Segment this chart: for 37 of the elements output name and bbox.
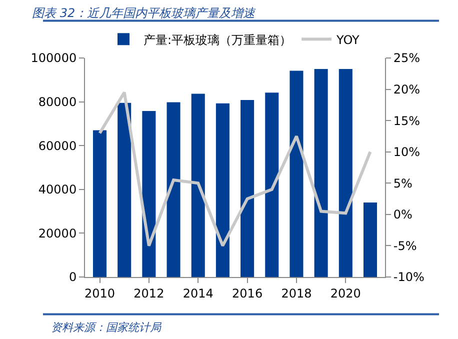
bar	[338, 68, 352, 277]
line-series	[98, 90, 372, 248]
bar	[240, 100, 254, 277]
x-tick-label: 2014	[182, 286, 214, 300]
chart-title: 图表 32：近几年国内平板玻璃产量及增速	[32, 6, 256, 20]
y2-tick-label: 10%	[393, 145, 420, 160]
x-tick-label: 2012	[134, 286, 164, 300]
x-tick-label: 2016	[232, 286, 263, 300]
legend-label: 产量:平板玻璃（万重量箱）	[144, 32, 292, 47]
bar	[191, 94, 205, 277]
y-tick-label: 60000	[38, 138, 77, 153]
bar	[314, 68, 328, 277]
x-tick-label: 2020	[330, 286, 361, 300]
y-tick-label: 80000	[38, 95, 77, 109]
bar	[92, 130, 107, 277]
bar	[142, 111, 156, 277]
y-tick-label: 20000	[38, 226, 77, 240]
y2-tick-label: -10%	[393, 270, 424, 284]
y2-tick-label: 25%	[393, 51, 420, 66]
bar	[166, 102, 180, 277]
bar	[363, 202, 378, 277]
y2-tick-label: 15%	[393, 114, 420, 128]
text: 资料来源：国家统计局	[51, 321, 162, 334]
y2-tick-label: 5%	[393, 176, 412, 190]
y-tick-label: 100000	[30, 51, 77, 66]
bar	[118, 102, 132, 277]
y2-tick-label: -5%	[393, 238, 417, 253]
legend-label: YOY	[336, 32, 360, 47]
y2-tick-label: 20%	[393, 82, 420, 96]
bar	[265, 92, 279, 277]
bar	[290, 70, 304, 277]
x-tick-label: 2018	[281, 286, 312, 300]
y-tick-label: 0	[68, 270, 77, 284]
bar	[216, 103, 230, 277]
x-tick-label: 2010	[84, 286, 116, 300]
y-tick-label: 40000	[38, 182, 77, 197]
y2-tick-label: 0%	[393, 208, 412, 222]
